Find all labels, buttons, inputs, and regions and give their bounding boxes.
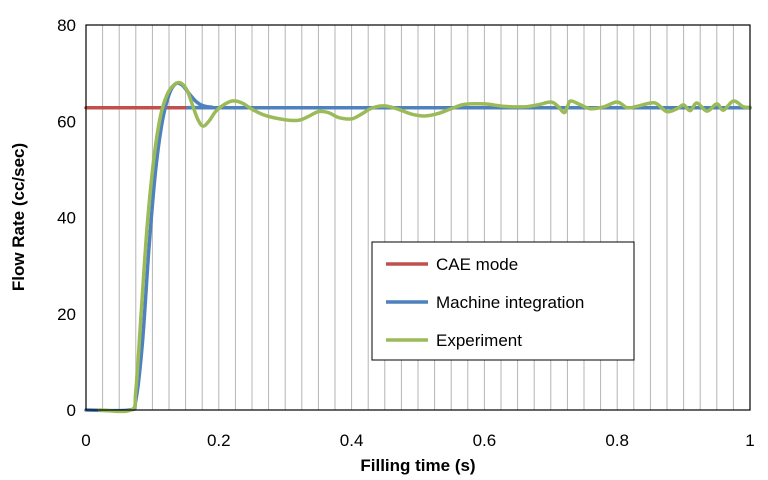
plot-area-border [85,24,751,411]
x-tick-label: 0.8 [605,431,629,450]
series-lines [84,80,752,414]
legend-label-machine-integration: Machine integration [436,293,584,312]
y-axis-title: Flow Rate (cc/sec) [9,143,28,291]
x-axis-title: Filling time (s) [360,456,475,475]
y-tick-label: 40 [57,209,76,228]
y-tick-label: 60 [57,112,76,131]
legend-label-experiment: Experiment [436,331,522,350]
x-axis-tick-labels: 0 0.2 0.4 0.6 0.8 1 [81,431,754,450]
series-line-experiment [97,80,752,414]
y-axis-tick-labels: 0 20 40 60 80 [57,16,76,420]
y-tick-label: 80 [57,16,76,35]
x-tick-label: 0.6 [473,431,497,450]
legend-label-cae-mode: CAE mode [436,255,518,274]
legend: CAE mode Machine integration Experiment [371,241,635,361]
y-tick-label: 0 [67,401,76,420]
x-tick-label: 0.4 [340,431,364,450]
x-tick-label: 0 [81,431,90,450]
y-tick-label: 20 [57,305,76,324]
x-tick-label: 1 [745,431,754,450]
x-tick-label: 0.2 [207,431,231,450]
